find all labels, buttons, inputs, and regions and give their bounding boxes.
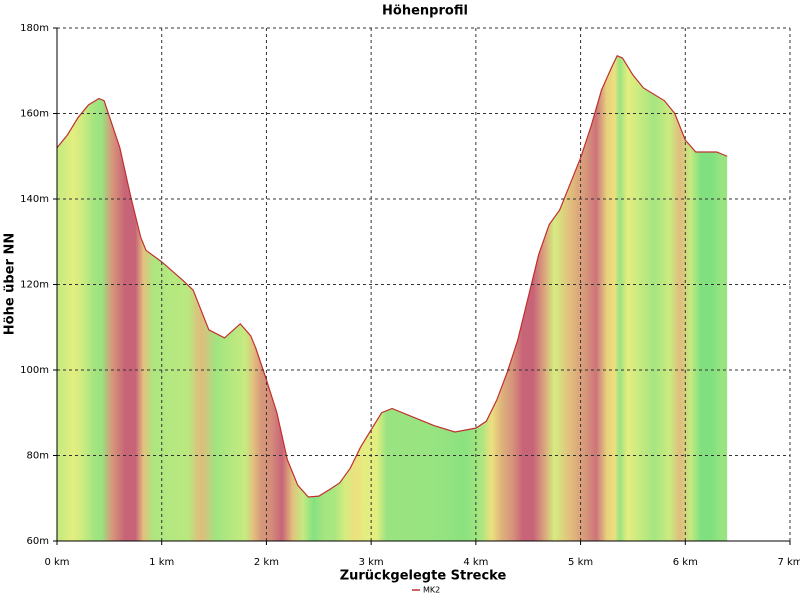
x-tick-label: 4 km [463, 557, 488, 568]
x-tick-label: 2 km [254, 557, 279, 568]
x-tick-label: 1 km [149, 557, 174, 568]
x-tick-label: 5 km [568, 557, 593, 568]
legend-label: MK2 [423, 586, 440, 595]
y-tick-label: 60m [27, 536, 49, 547]
chart-title: Höhenprofil [382, 4, 468, 19]
y-tick-label: 140m [20, 194, 49, 205]
x-tick-label: 7 km [777, 557, 800, 568]
y-tick-label: 100m [20, 365, 49, 376]
area [57, 55, 728, 541]
y-axis-label: Höhe über NN [3, 233, 18, 335]
x-tick-label: 0 km [44, 557, 69, 568]
x-tick-label: 3 km [359, 557, 384, 568]
x-tick-label: 6 km [673, 557, 698, 568]
y-tick-label: 160m [20, 109, 49, 120]
x-axis-label: Zurückgelegte Strecke [340, 569, 507, 584]
y-tick-label: 80m [27, 451, 49, 462]
y-tick-label: 180m [20, 23, 49, 34]
y-tick-label: 120m [20, 280, 49, 291]
line [56, 55, 728, 498]
